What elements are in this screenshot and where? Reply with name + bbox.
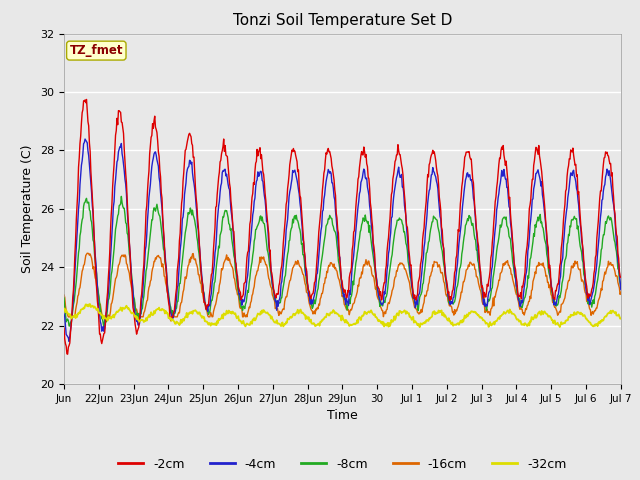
Text: TZ_fmet: TZ_fmet xyxy=(70,44,123,57)
Legend: -2cm, -4cm, -8cm, -16cm, -32cm: -2cm, -4cm, -8cm, -16cm, -32cm xyxy=(113,453,572,476)
Y-axis label: Soil Temperature (C): Soil Temperature (C) xyxy=(22,144,35,273)
Title: Tonzi Soil Temperature Set D: Tonzi Soil Temperature Set D xyxy=(233,13,452,28)
X-axis label: Time: Time xyxy=(327,409,358,422)
